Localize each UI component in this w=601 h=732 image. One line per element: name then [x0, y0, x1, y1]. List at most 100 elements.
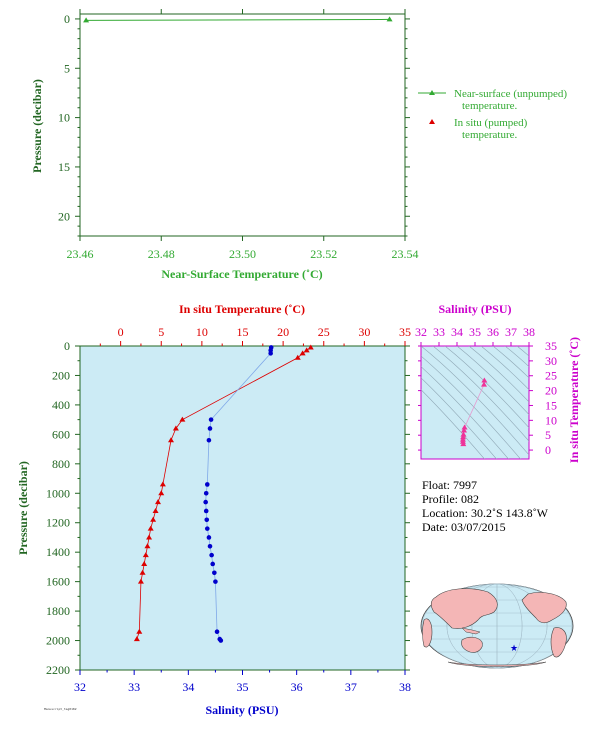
pressure-tick-label: 1800 [46, 604, 70, 618]
salinity-point [204, 526, 210, 531]
ts-x-tick-label: 35 [469, 325, 481, 339]
ts-y-tick-label: 10 [545, 413, 557, 427]
legend-near-surface-line1: Near-surface (unpumped) [454, 88, 567, 100]
pressure-tick-label: 2000 [46, 634, 70, 648]
near-surface-line [86, 18, 390, 21]
ts-x-tick-label: 34 [451, 325, 463, 339]
salinity-tick-label: 32 [74, 680, 86, 694]
temperature-point [294, 354, 301, 360]
footer-tag: Manuscript_tag0182 [44, 707, 77, 711]
density-contour [456, 346, 529, 416]
density-contour [492, 346, 529, 379]
temperature-point [147, 525, 154, 531]
salinity-point [213, 579, 218, 584]
top-y-tick-label: 10 [58, 111, 70, 125]
ts-x-tick-label: 32 [415, 325, 427, 339]
top-x-tick-label: 23.54 [392, 247, 419, 261]
top-plot-frame [79, 13, 406, 237]
top-y-axis-label: Pressure (decibar) [30, 79, 44, 173]
salinity-tick-label: 38 [399, 680, 411, 694]
ts-point [481, 377, 488, 383]
salinity-point [207, 543, 213, 549]
top-x-tick-label: 23.52 [310, 247, 337, 261]
top-x-tick-label: 23.50 [229, 247, 256, 261]
salinity-point [268, 351, 273, 356]
salinity-point [210, 561, 216, 567]
density-contour [421, 377, 497, 459]
temperature-tick-label: 30 [358, 325, 370, 339]
ts-y-tick-label: 15 [545, 398, 557, 412]
density-contour [480, 346, 529, 391]
ts-point [461, 427, 468, 433]
main-plot-background [79, 345, 406, 671]
salinity-point [218, 638, 224, 643]
temperature-point [307, 344, 314, 350]
top-y-tick-label: 15 [58, 160, 70, 174]
pressure-tick-label: 1200 [46, 516, 70, 530]
salinity-point [206, 535, 212, 540]
top-legend: Near-surface (unpumped) temperature. In … [418, 88, 570, 141]
ts-x-tick-label: 33 [433, 325, 445, 339]
near-surface-temperature-chart: 0 5 10 15 20 23.46 23.48 23.50 23.52 23.54 Near-… [30, 9, 570, 281]
temperature-point [152, 507, 159, 513]
temperature-point [146, 534, 153, 540]
salinity-point [203, 508, 209, 514]
salinity-tick-label: 33 [128, 680, 140, 694]
ts-plot-frame [420, 345, 530, 460]
salinity-point [203, 499, 208, 505]
pressure-tick-label: 0 [64, 339, 70, 353]
ts-x-tick-label: 38 [523, 325, 535, 339]
temperature-point [172, 425, 179, 431]
salinity-axis: 32 33 34 35 36 37 38 [74, 670, 411, 694]
pressure-tick-label: 200 [52, 368, 70, 382]
ts-y-axis-label: In situ Temperature (˚C) [567, 337, 581, 463]
salinity-point [203, 490, 209, 496]
temperature-point [136, 628, 143, 634]
legend-label-near-surface: Near-surface (unpumped) temperature. [454, 88, 570, 112]
legend-label-in-situ: In situ (pumped) temperature. [454, 117, 530, 141]
ts-point [461, 424, 468, 430]
salinity-point [212, 570, 217, 576]
ts-x-tick-label: 37 [505, 325, 517, 339]
temperature-point [179, 416, 186, 422]
temperature-point [133, 636, 140, 642]
legend-marker-in-situ [429, 119, 435, 124]
ts-point [460, 434, 467, 440]
salinity-point [207, 426, 213, 431]
profile-number: Profile: 082 [422, 492, 479, 506]
pressure-tick-label: 2200 [46, 663, 70, 677]
temperature-point [303, 347, 310, 353]
temperature-axis-label: In situ Temperature (˚C) [179, 302, 305, 316]
pressure-tick-label: 400 [52, 398, 70, 412]
temperature-point [142, 552, 149, 558]
density-contour [421, 366, 509, 459]
ts-y-tick-label: 30 [545, 354, 557, 368]
density-contour [468, 346, 529, 403]
temperature-point [141, 560, 148, 566]
density-contour [444, 346, 529, 429]
temperature-tick-label: 35 [399, 325, 411, 339]
float-location-map: ★ [420, 583, 574, 669]
temperature-tick-label: 0 [118, 325, 124, 339]
top-y-tick-label: 0 [64, 12, 70, 26]
temperature-tick-label: 20 [277, 325, 289, 339]
density-contour [528, 346, 529, 347]
temperature-point [155, 499, 161, 505]
density-contour [504, 346, 529, 368]
density-contour [421, 346, 529, 456]
ts-y-tick-label: 5 [545, 428, 551, 442]
temperature-point [137, 578, 144, 584]
temperature-point [150, 516, 157, 522]
top-y-axis: 0 5 10 15 20 [58, 12, 410, 237]
map-land-eurasia [430, 588, 498, 629]
pressure-axis: 0 200 400 600 800 1000 1200 1400 1600 1800 2000 220… [46, 339, 410, 677]
map-land-australia [461, 636, 483, 653]
temperature-tick-label: 5 [158, 325, 164, 339]
legend-marker-near-surface [429, 90, 435, 95]
float-info: Float: 7997 Profile: 082 Location: 30.2˚… [422, 478, 548, 534]
float-location: Location: 30.2˚S 143.8˚W [422, 506, 548, 520]
legend-in-situ-line1: In situ (pumped) [454, 117, 528, 129]
map-land-south-america [550, 627, 567, 658]
